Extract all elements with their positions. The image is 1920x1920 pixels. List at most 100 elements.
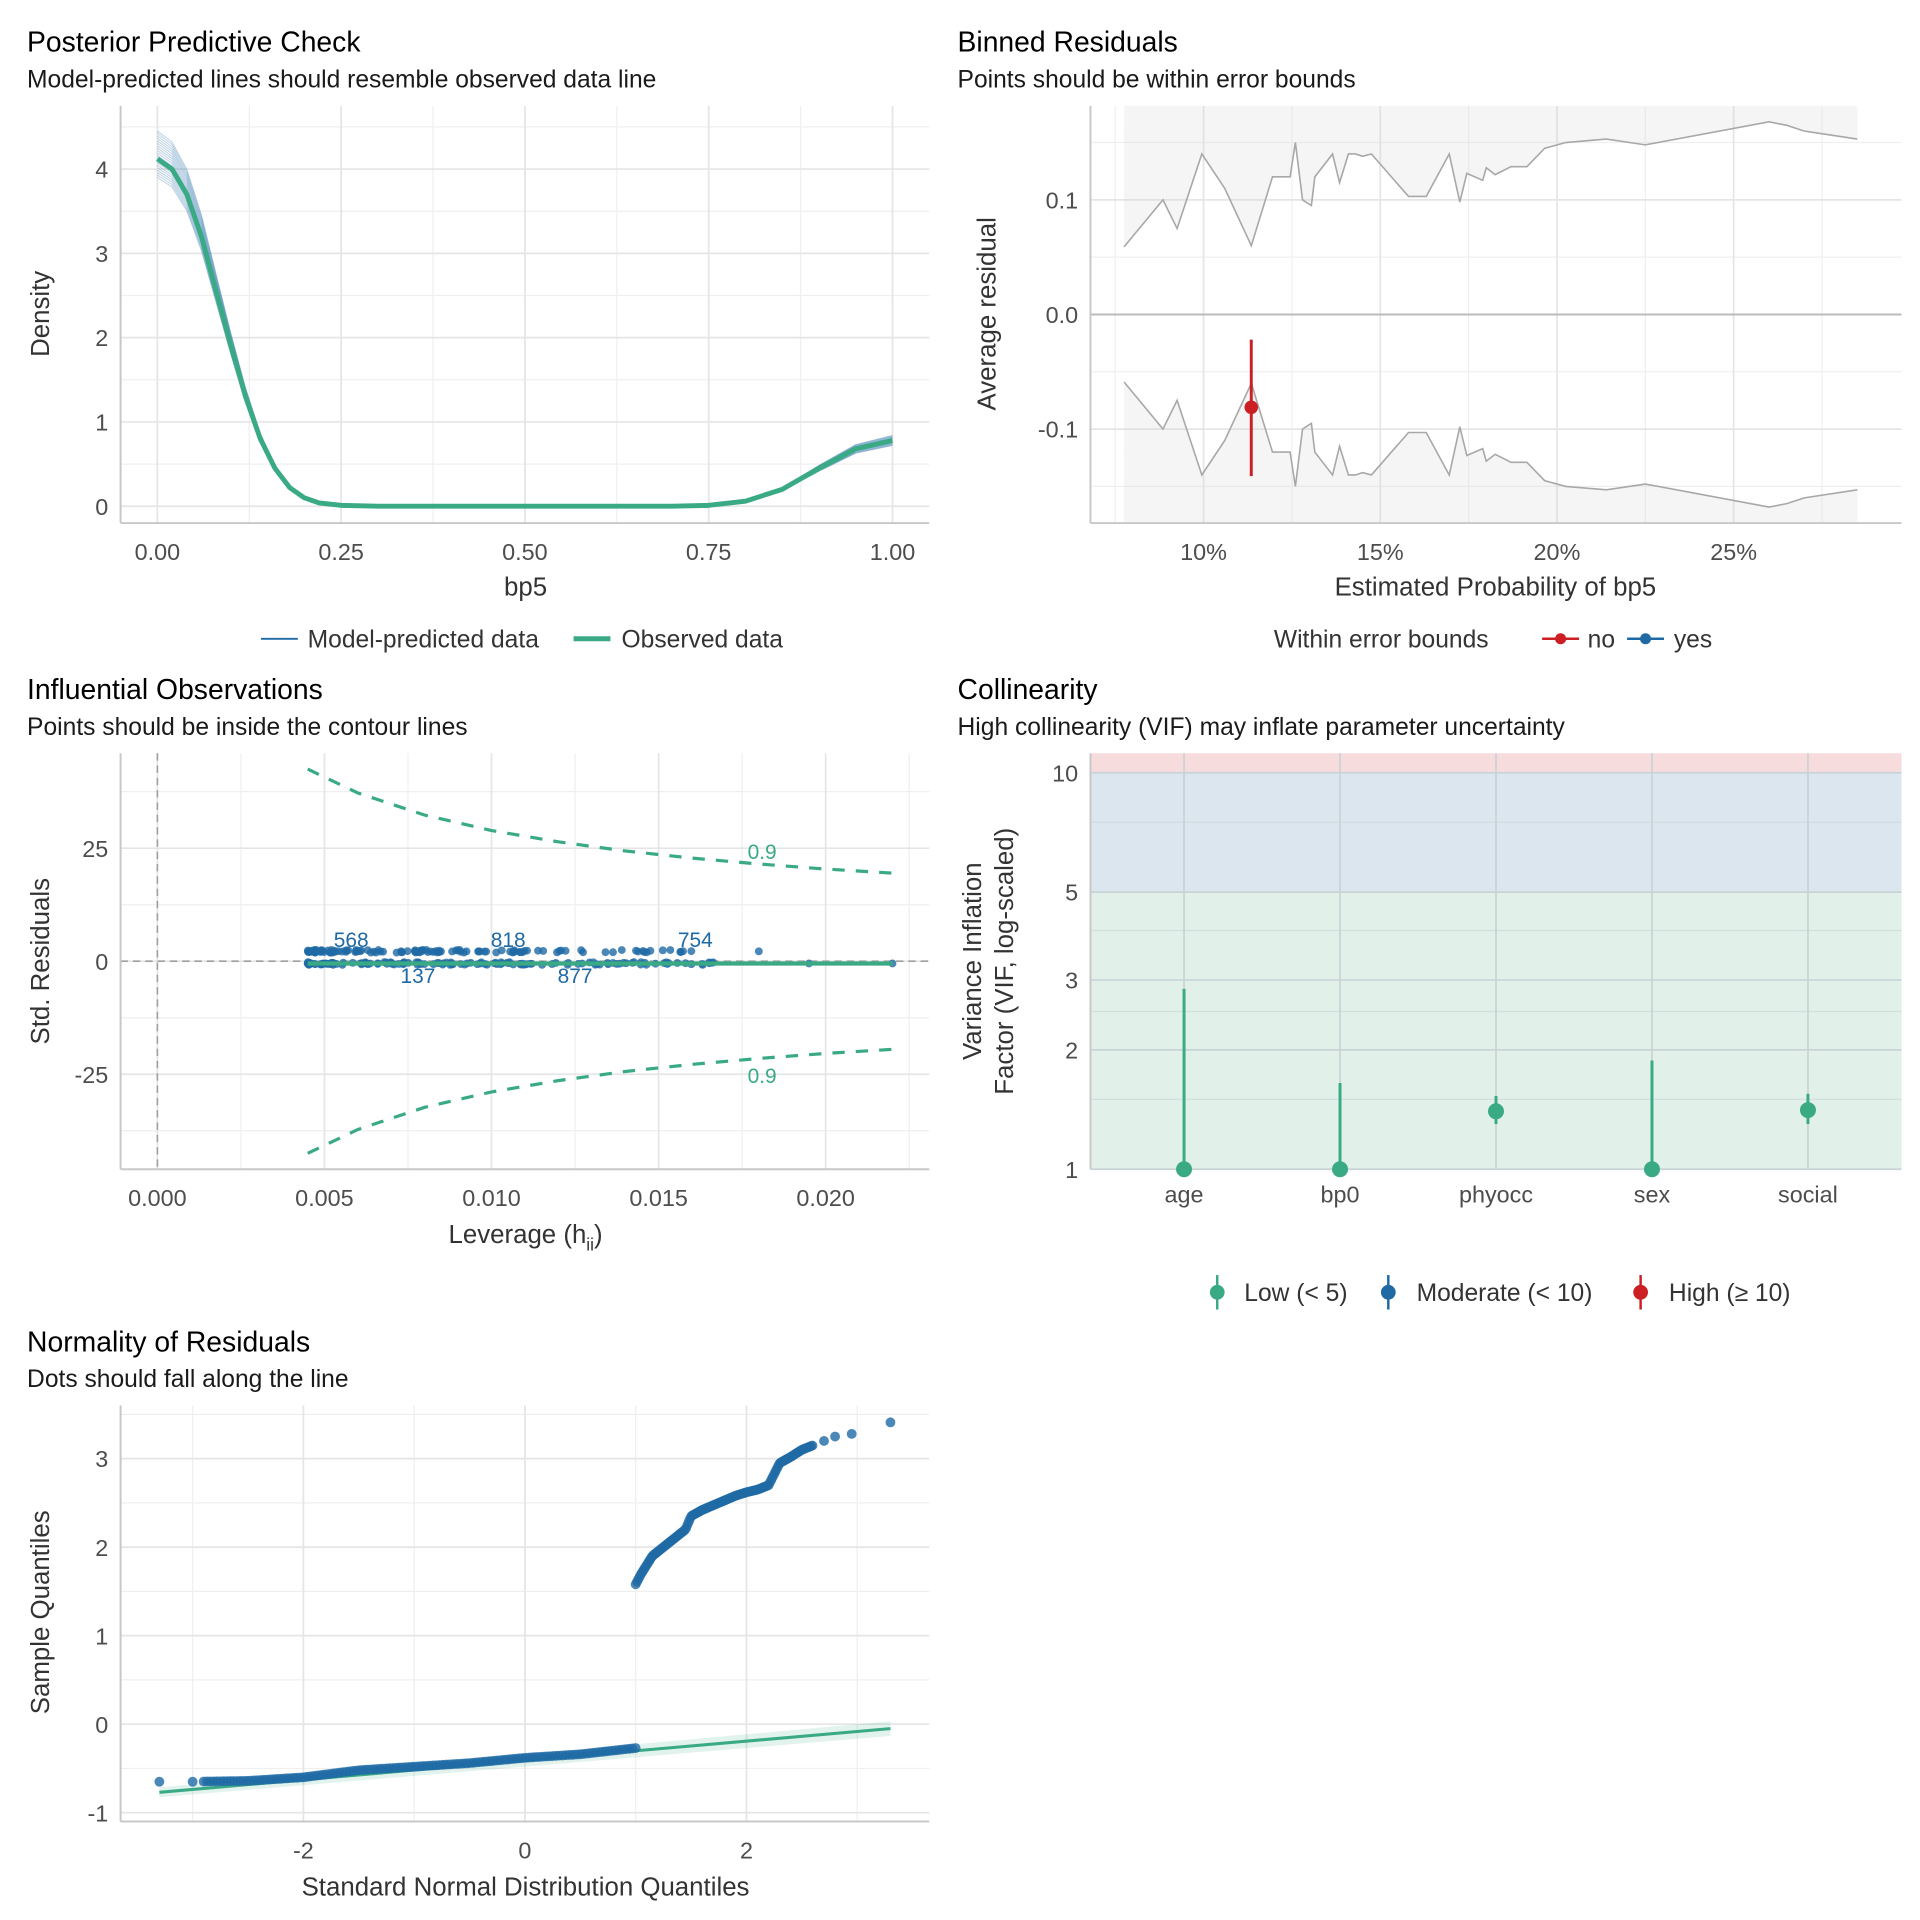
x-tick-label: phyocc [1459,1181,1533,1207]
binned-subtitle: Points should be within error bounds [958,66,1356,93]
y-tick-label: 2 [1065,1037,1078,1063]
collinearity-plot-area: 1 2 3 5 10 age bp0 phyocc sex social [1052,753,1902,1207]
observation-point [687,947,696,956]
x-tick-label: 0.010 [462,1185,521,1211]
influential-title: Influential Observations [27,673,323,705]
legend-key-no-point [1555,633,1567,645]
legend-label-moderate: Moderate (< 10) [1417,1280,1593,1307]
y-tick-label: 25 [82,836,108,862]
legend-label-low: Low (< 5) [1244,1280,1347,1307]
vif-point [1488,1103,1504,1120]
panel-influential: Influential Observations Points should b… [27,673,930,1254]
observation-point [474,947,483,956]
y-tick-label: 0.0 [1046,302,1079,328]
observation-point [480,947,489,956]
observation-point [509,948,518,957]
normality-plot-area: -2 0 2 -1 0 1 2 3 [88,1405,930,1863]
y-tick-label: 5 [1065,880,1078,906]
lower-bound-line [1123,381,1858,508]
observation-point [448,947,457,956]
observation-point [342,946,351,955]
observation-point [539,946,548,955]
y-tick-label: 3 [95,241,108,267]
y-tick-label: 1 [95,410,108,436]
observation-point [658,946,667,955]
qq-point [819,1436,829,1446]
ppc-subtitle: Model-predicted lines should resemble ob… [27,66,656,93]
x-tick-label: 0.005 [295,1185,354,1211]
vif-point [1332,1161,1349,1178]
y-tick-label: 4 [95,157,108,183]
y-tick-label: 3 [95,1446,108,1472]
observation-point [372,948,380,957]
ppc-ylabel: Density [27,271,55,357]
ppc-legend: Model-predicted data Observed data [260,626,783,653]
observation-point [497,946,506,955]
observation-point [330,946,339,955]
influential-xlabel: Leverage (hii) [448,1221,602,1254]
legend-label-yes: yes [1674,626,1712,653]
collinearity-ylabel-line1: Variance Inflation [959,862,987,1060]
qq-point [846,1428,857,1439]
x-tick-label: 0.000 [128,1185,187,1211]
observed-data-line [156,156,893,509]
binned-ylabel: Average residual [974,217,1002,410]
contour-label-upper: 0.9 [748,841,777,864]
y-tick-label: -25 [75,1062,109,1088]
qq-point [187,1776,198,1787]
observation-point [632,946,640,955]
y-tick-label: 2 [95,1535,108,1561]
panel-binned-residuals: Binned Residuals Points should be within… [958,26,1902,653]
x-tick-label: bp0 [1321,1181,1360,1207]
observation-point [642,948,651,957]
vif-point [1799,1102,1816,1119]
x-tick-label: 10% [1180,539,1227,565]
legend-label-no: no [1588,626,1615,653]
x-tick-label: age [1165,1181,1204,1207]
influential-subtitle: Points should be inside the contour line… [27,714,468,741]
x-tick-label: 2 [740,1837,753,1863]
x-tick-label: 1.00 [870,539,916,565]
observation-point [392,948,401,957]
x-tick-label: 0.00 [135,539,181,565]
observation-point [754,947,763,956]
x-tick-label: social [1778,1181,1838,1207]
qq-point [630,1743,641,1753]
x-tick-label: 20% [1534,539,1581,565]
ppc-title: Posterior Predictive Check [27,26,361,58]
legend-label-model-predicted: Model-predicted data [308,626,540,653]
observation-label: 137 [401,965,436,988]
observation-label: 818 [491,929,526,952]
observation-point [557,946,566,955]
observation-point [518,948,527,957]
observation-point [609,948,617,957]
panel-ppc: Posterior Predictive Check Model-predict… [27,26,930,653]
observation-point [577,946,586,955]
observation-point [411,948,420,957]
collinearity-ylabel-line2: Factor (VIF, log-scaled) [991,828,1019,1095]
cooks-contour-lower [307,1047,893,1155]
observation-point [363,946,372,955]
x-tick-label: 0.020 [796,1185,855,1211]
qq-point [154,1776,165,1787]
vif-point [1643,1161,1660,1178]
binned-legend-title: Within error bounds [1274,626,1489,653]
x-tick-label: 25% [1710,539,1757,565]
influential-plot-area: 0.000 0.005 0.010 0.015 0.020 -25 0 25 0.9 0.9 568… [75,753,930,1211]
x-tick-label: -2 [293,1837,314,1863]
observation-label: 754 [678,929,713,952]
collinearity-legend: Low (< 5) Moderate (< 10) High (≥ 10) [1209,1275,1791,1310]
x-tick-label: 0.50 [502,539,548,565]
x-tick-label: 0.75 [686,539,732,565]
y-tick-label: -0.1 [1038,417,1078,443]
observation-point [437,947,445,956]
y-tick-label: 1 [1065,1157,1078,1183]
x-tick-label: sex [1634,1181,1671,1207]
panel-normality: Normality of Residuals Dots should fall … [27,1325,930,1901]
contour-label-lower: 0.9 [748,1065,777,1088]
legend-key-low [1209,1284,1225,1300]
normality-title: Normality of Residuals [27,1325,310,1357]
legend-label-high: High (≥ 10) [1669,1280,1791,1307]
observation-point [455,946,464,954]
